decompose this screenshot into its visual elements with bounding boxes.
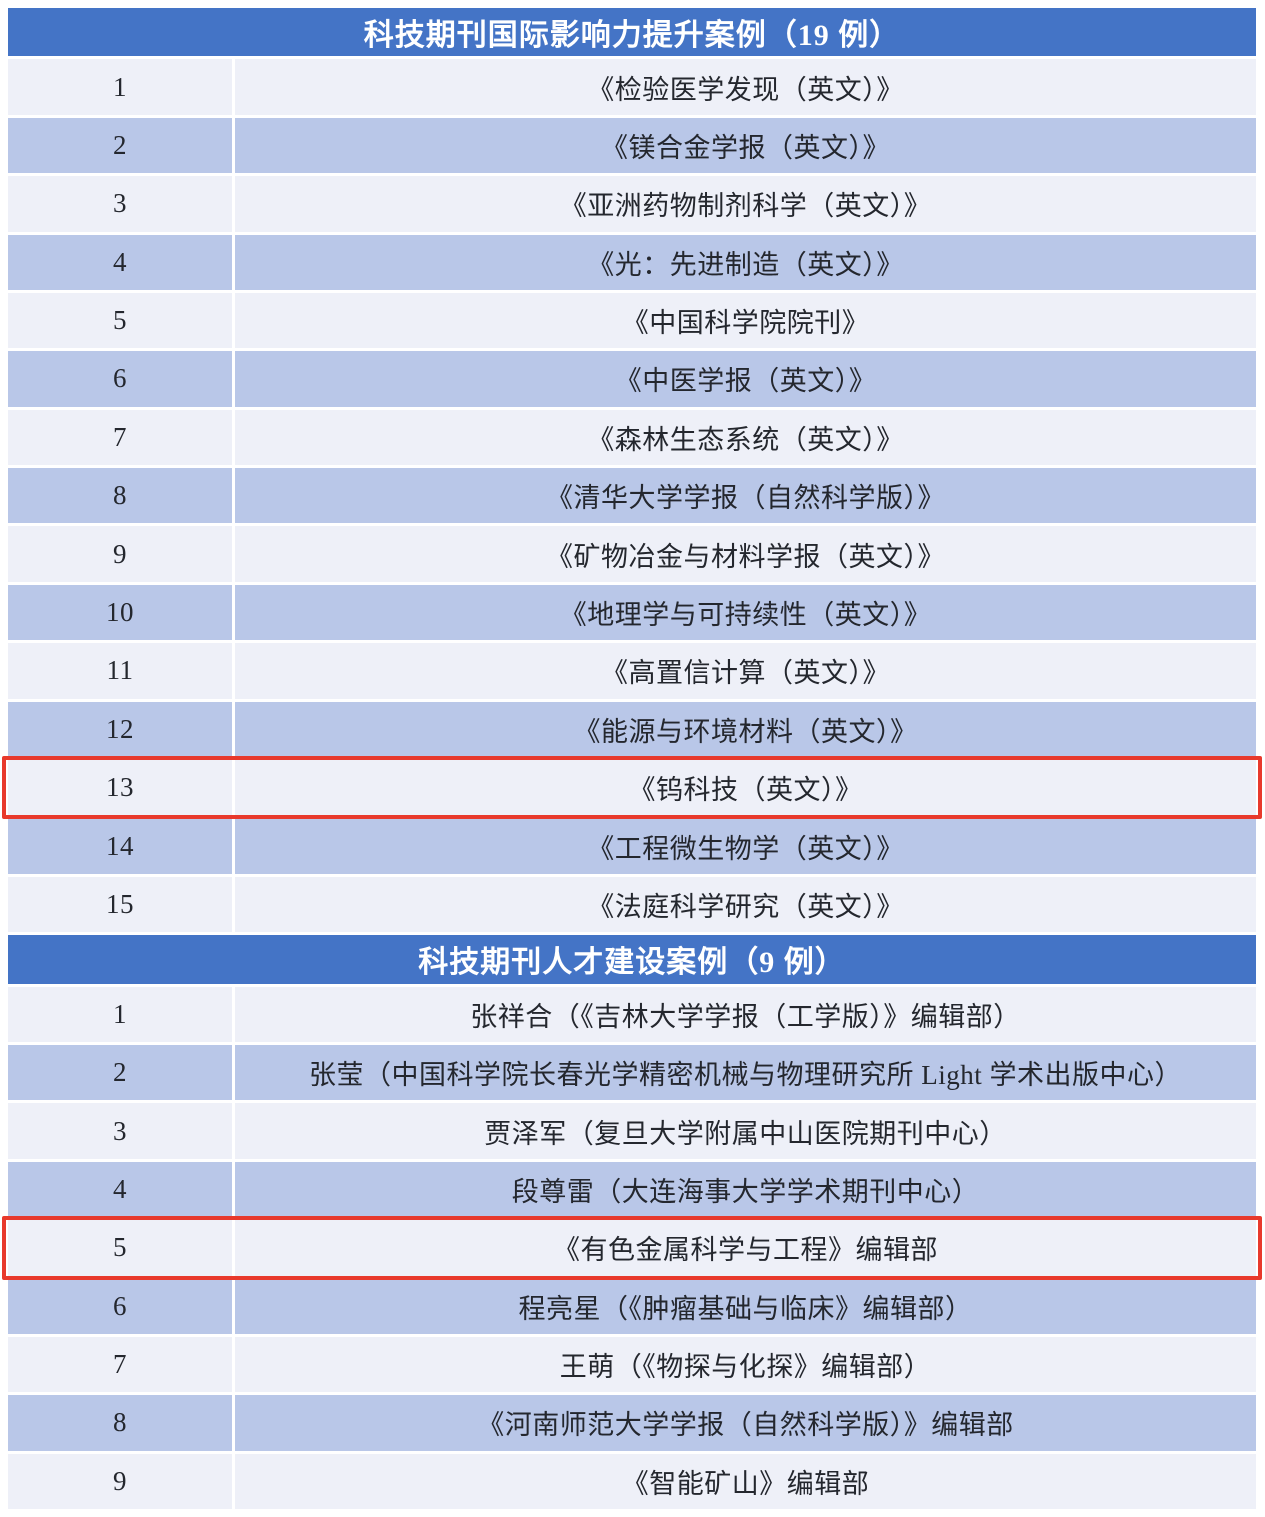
row-number-cell: 4 — [8, 1161, 232, 1218]
table-row: 12 《能源与环境材料（英文）》 — [8, 701, 1256, 758]
row-number-cell: 12 — [8, 701, 232, 758]
table-row: 6 程亮星（《肿瘤基础与临床》编辑部） — [8, 1278, 1256, 1334]
table-row: 14 《工程微生物学（英文）》 — [8, 818, 1256, 874]
row-number-cell: 6 — [8, 351, 232, 407]
row-number-cell: 14 — [8, 818, 232, 874]
section-header: 科技期刊人才建设案例（9 例） — [8, 935, 1256, 984]
table-row: 1 《检验医学发现（英文）》 — [8, 59, 1256, 115]
row-content-cell: 《镁合金学报（英文）》 — [235, 117, 1256, 174]
row-number-cell: 8 — [8, 1395, 232, 1451]
row-content-cell: 《中国科学院院刊》 — [235, 292, 1256, 349]
table-row: 2 《镁合金学报（英文）》 — [8, 117, 1256, 174]
row-content-cell: 《能源与环境材料（英文）》 — [235, 701, 1256, 758]
row-number-cell: 2 — [8, 1044, 232, 1101]
section-header: 科技期刊国际影响力提升案例（19 例） — [8, 8, 1256, 57]
table-row: 9 《智能矿山》编辑部 — [8, 1453, 1256, 1510]
row-number-cell: 5 — [8, 292, 232, 349]
table-row: 6 《中医学报（英文）》 — [8, 351, 1256, 407]
row-number-cell: 13 — [8, 760, 232, 816]
table-row: 8 《清华大学学报（自然科学版）》 — [8, 468, 1256, 524]
row-content-cell: 王萌（《物探与化探》编辑部） — [235, 1336, 1256, 1393]
row-content-cell: 《河南师范大学学报（自然科学版）》编辑部 — [235, 1395, 1256, 1451]
row-number-cell: 6 — [8, 1278, 232, 1334]
row-content-cell: 《光：先进制造（英文）》 — [235, 234, 1256, 290]
row-content-cell: 《高置信计算（英文）》 — [235, 643, 1256, 699]
row-content-cell: 《工程微生物学（英文）》 — [235, 818, 1256, 874]
row-number-cell: 1 — [8, 59, 232, 115]
table-row: 7 王萌（《物探与化探》编辑部） — [8, 1336, 1256, 1393]
table-row: 2 张莹（中国科学院长春光学精密机械与物理研究所 Light 学术出版中心） — [8, 1044, 1256, 1101]
row-content-cell: 张祥合（《吉林大学学报（工学版）》编辑部） — [235, 986, 1256, 1042]
table-row: 1 张祥合（《吉林大学学报（工学版）》编辑部） — [8, 986, 1256, 1042]
section-title: 科技期刊人才建设案例（9 例） — [418, 946, 846, 980]
table-row: 5 《有色金属科学与工程》编辑部 — [2, 1216, 1262, 1280]
row-number-cell: 5 — [8, 1220, 232, 1276]
row-number-cell: 10 — [8, 584, 232, 641]
table-row: 10 《地理学与可持续性（英文）》 — [8, 584, 1256, 641]
row-content-cell: 《有色金属科学与工程》编辑部 — [235, 1220, 1256, 1276]
row-content-cell: 《检验医学发现（英文）》 — [235, 59, 1256, 115]
row-content-cell: 程亮星（《肿瘤基础与临床》编辑部） — [235, 1278, 1256, 1334]
row-content-cell: 《矿物冶金与材料学报（英文）》 — [235, 526, 1256, 582]
row-content-cell: 贾泽军（复旦大学附属中山医院期刊中心） — [235, 1103, 1256, 1159]
row-number-cell: 15 — [8, 876, 232, 933]
row-content-cell: 《森林生态系统（英文）》 — [235, 409, 1256, 466]
row-content-cell: 《亚洲药物制剂科学（英文）》 — [235, 176, 1256, 232]
row-number-cell: 2 — [8, 117, 232, 174]
table-row: 11 《高置信计算（英文）》 — [8, 643, 1256, 699]
row-number-cell: 9 — [8, 1453, 232, 1510]
table-row: 7 《森林生态系统（英文）》 — [8, 409, 1256, 466]
row-content-cell: 《地理学与可持续性（英文）》 — [235, 584, 1256, 641]
row-number-cell: 8 — [8, 468, 232, 524]
row-number-cell: 7 — [8, 1336, 232, 1393]
row-content-cell: 《钨科技（英文）》 — [235, 760, 1256, 816]
row-number-cell: 1 — [8, 986, 232, 1042]
row-number-cell: 4 — [8, 234, 232, 290]
table-row: 3 《亚洲药物制剂科学（英文）》 — [8, 176, 1256, 232]
table-row: 9 《矿物冶金与材料学报（英文）》 — [8, 526, 1256, 582]
table-row: 4 段尊雷（大连海事大学学术期刊中心） — [8, 1161, 1256, 1218]
row-number-cell: 11 — [8, 643, 232, 699]
row-number-cell: 3 — [8, 1103, 232, 1159]
row-number-cell: 9 — [8, 526, 232, 582]
table-row: 13 《钨科技（英文）》 — [2, 756, 1262, 820]
row-content-cell: 张莹（中国科学院长春光学精密机械与物理研究所 Light 学术出版中心） — [235, 1044, 1256, 1101]
row-content-cell: 《清华大学学报（自然科学版）》 — [235, 468, 1256, 524]
row-content-cell: 《智能矿山》编辑部 — [235, 1453, 1256, 1510]
award-list-table: 科技期刊国际影响力提升案例（19 例） 1 《检验医学发现（英文）》 2 《镁合… — [2, 8, 1262, 1510]
row-content-cell: 《法庭科学研究（英文）》 — [235, 876, 1256, 933]
table-row: 8 《河南师范大学学报（自然科学版）》编辑部 — [8, 1395, 1256, 1451]
row-number-cell: 7 — [8, 409, 232, 466]
section-title: 科技期刊国际影响力提升案例（19 例） — [363, 19, 901, 53]
row-number-cell: 3 — [8, 176, 232, 232]
table-row: 15 《法庭科学研究（英文）》 — [8, 876, 1256, 933]
table-row: 5 《中国科学院院刊》 — [8, 292, 1256, 349]
row-content-cell: 《中医学报（英文）》 — [235, 351, 1256, 407]
table-row: 4 《光：先进制造（英文）》 — [8, 234, 1256, 290]
table-row: 3 贾泽军（复旦大学附属中山医院期刊中心） — [8, 1103, 1256, 1159]
row-content-cell: 段尊雷（大连海事大学学术期刊中心） — [235, 1161, 1256, 1218]
